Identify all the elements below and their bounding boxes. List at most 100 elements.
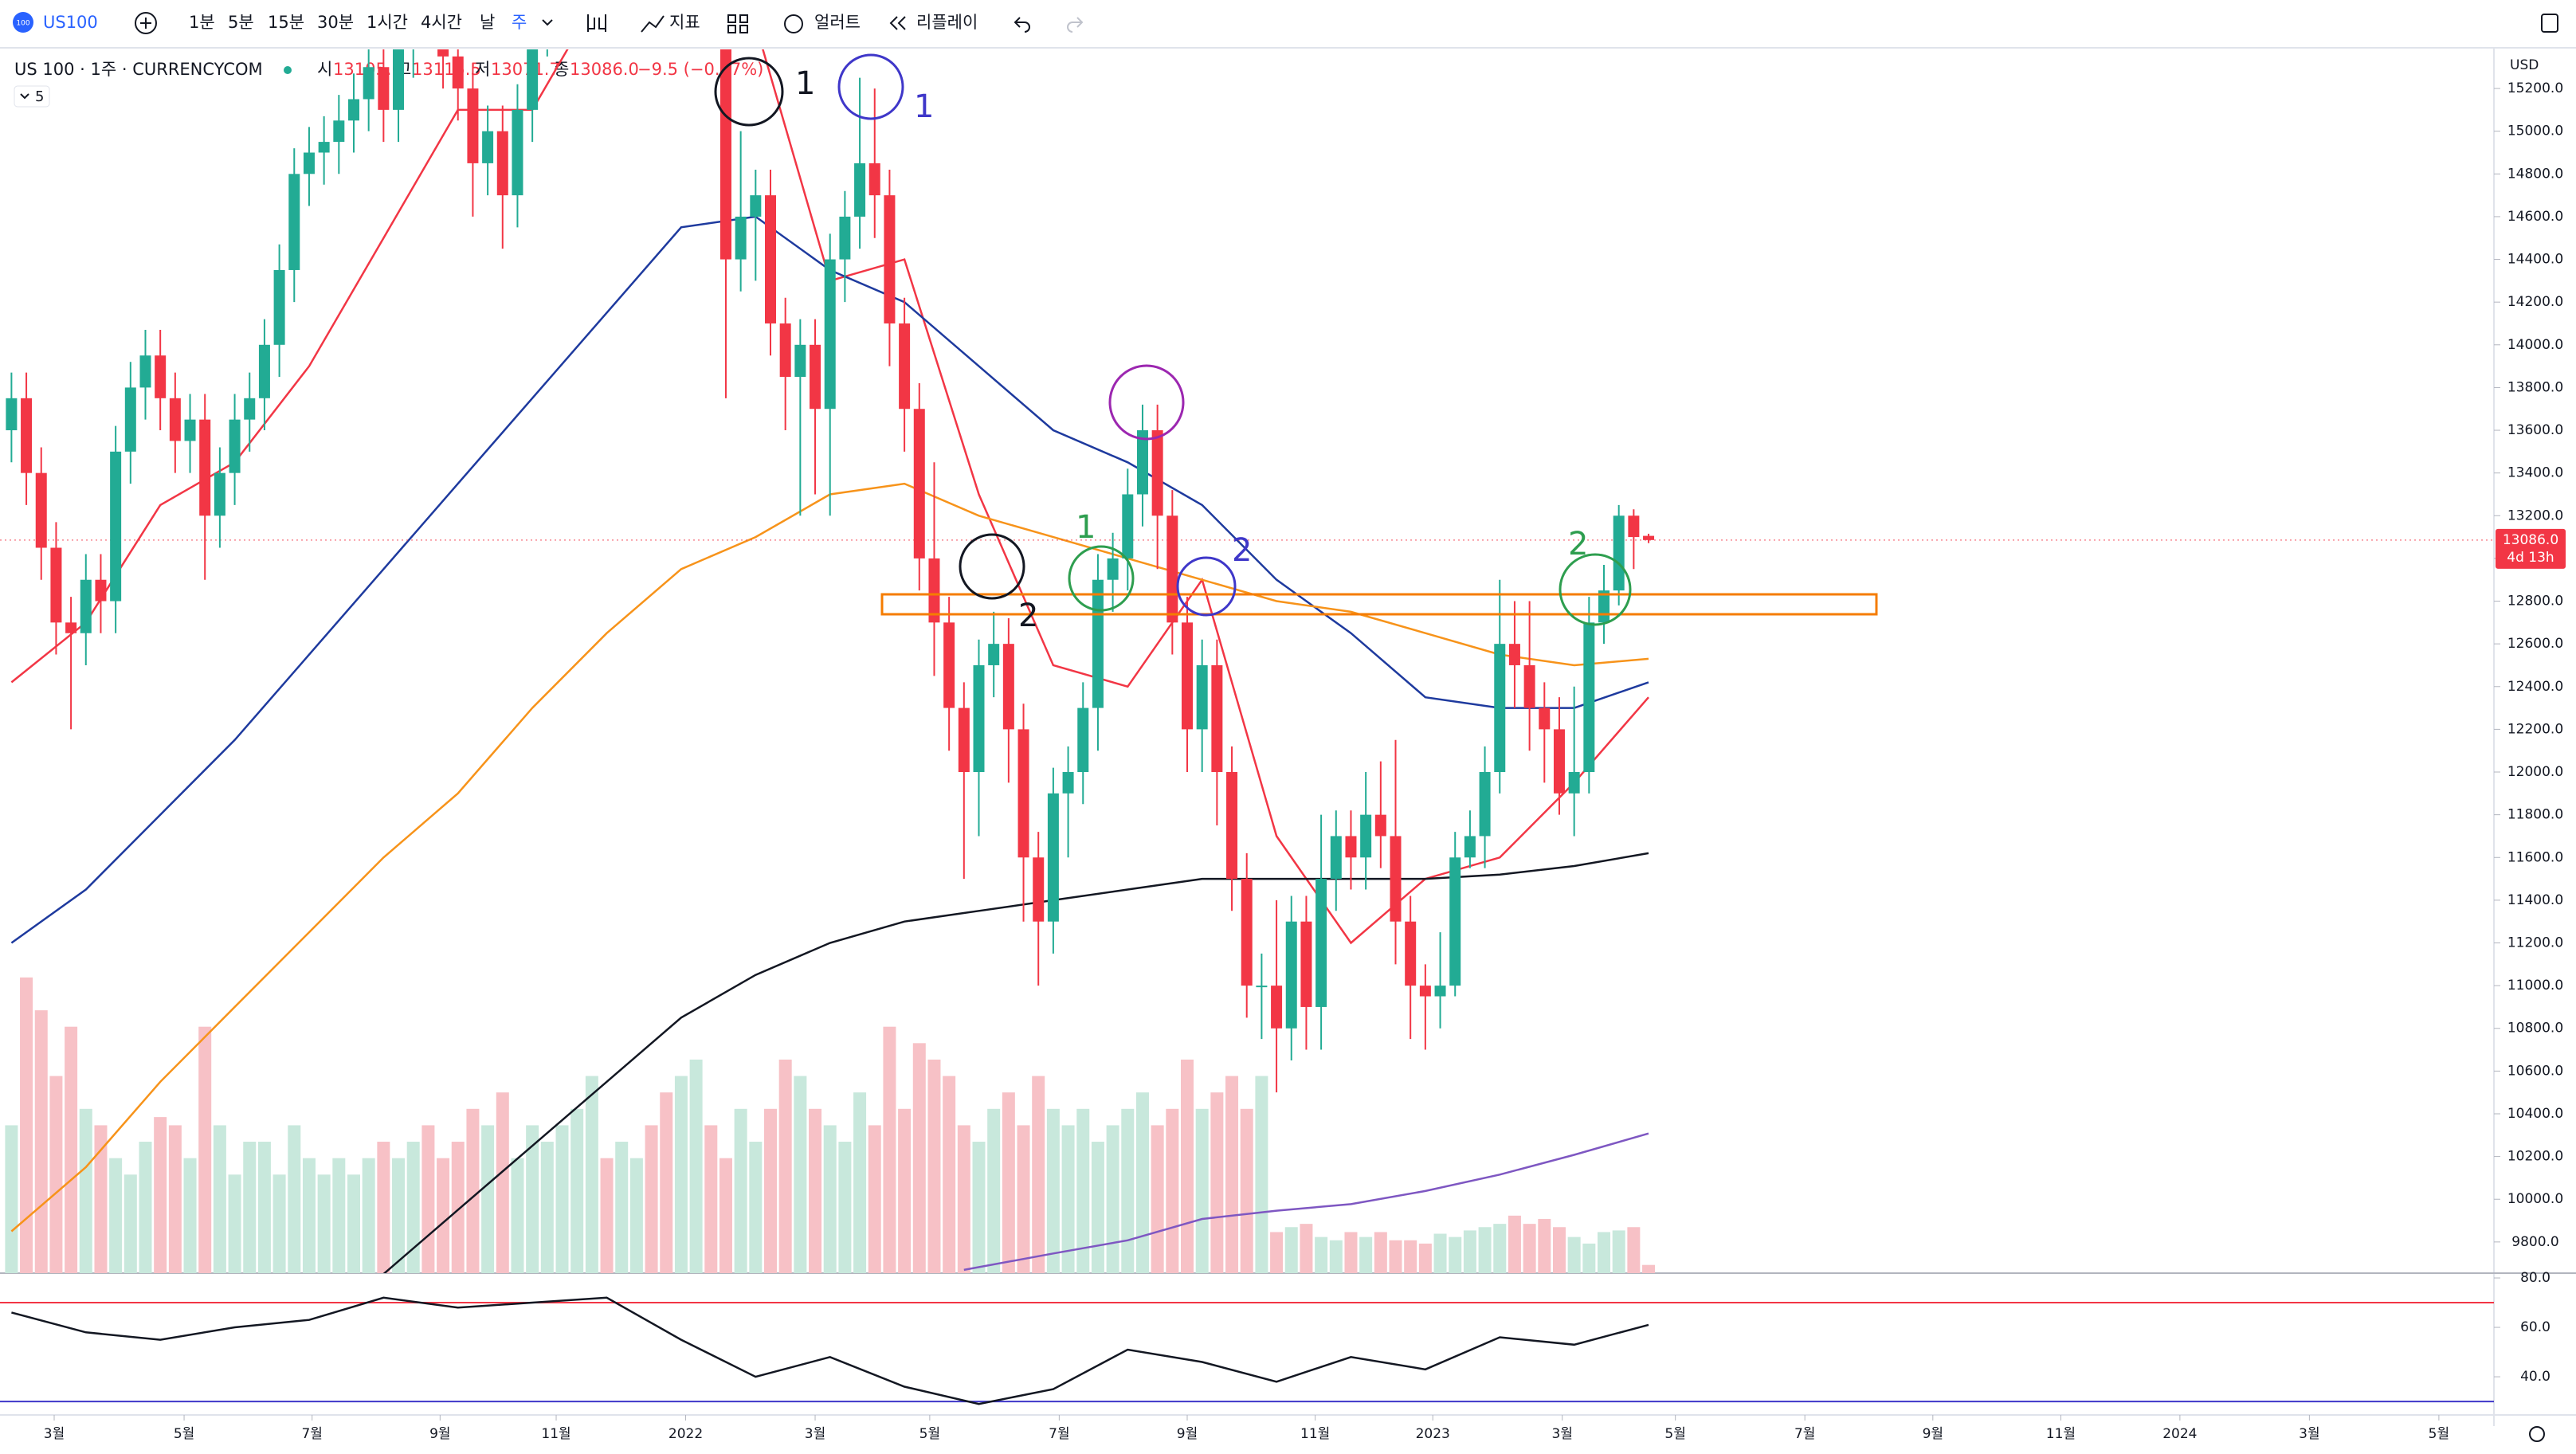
candle-body — [1360, 814, 1372, 858]
candle-body — [244, 398, 256, 420]
volume-bar — [1508, 1215, 1521, 1273]
replay-icon — [889, 16, 906, 30]
marker-label: 1 — [1076, 509, 1096, 546]
toolbar: 100 US100 1분 5분 15분 30분 1시간 4시간 날 주 지표 얼… — [13, 12, 2558, 34]
volume-bar — [1567, 1236, 1581, 1273]
y-tick-label: 13600.0 — [2507, 422, 2563, 438]
marker-label: 2 — [1018, 598, 1038, 634]
candle-body — [1345, 836, 1357, 858]
volume-bar — [511, 1158, 524, 1273]
currency[interactable]: USD — [2510, 57, 2539, 73]
volume-bar — [1151, 1125, 1164, 1273]
redo[interactable] — [1067, 17, 1084, 33]
candle-body — [65, 622, 77, 633]
x-tick-label: 9월 — [429, 1426, 450, 1442]
marker-circle — [959, 533, 1025, 600]
candle-body — [184, 419, 196, 441]
volume-bar — [987, 1108, 1001, 1273]
volume-bar — [392, 1158, 406, 1273]
candle-body — [124, 387, 136, 452]
volume-bar — [5, 1125, 18, 1273]
indicator-count: 5 — [35, 88, 44, 105]
volume-bar — [570, 1108, 584, 1273]
volume-bar — [540, 1142, 554, 1273]
volume-bar — [943, 1076, 956, 1273]
marker-circle — [1068, 545, 1135, 612]
volume-bar — [1359, 1236, 1373, 1273]
candle-body — [288, 174, 300, 270]
settings[interactable] — [2529, 1426, 2545, 1442]
candle-body — [884, 195, 896, 323]
candle-body — [913, 409, 925, 558]
candle-body — [363, 67, 374, 100]
candle-body — [1419, 986, 1431, 997]
candle-body — [452, 56, 464, 89]
replay[interactable]: 리플레이 — [916, 13, 978, 32]
candle-body — [214, 472, 225, 516]
indicator-toggle[interactable] — [14, 85, 50, 108]
candle-body — [333, 120, 345, 143]
x-tick-label: 5월 — [2429, 1426, 2449, 1442]
candle-body — [1553, 729, 1565, 794]
candle-body — [229, 419, 241, 473]
volume-bar — [1091, 1142, 1104, 1273]
interval-dropdown[interactable] — [542, 19, 553, 26]
candle-body — [928, 558, 940, 623]
interval[interactable]: 날 — [480, 13, 495, 32]
volume-bar — [1002, 1092, 1015, 1273]
add-symbol[interactable] — [135, 12, 157, 34]
interval[interactable]: 30분 — [317, 13, 354, 32]
candle-body — [199, 419, 211, 516]
candle-body — [258, 344, 270, 398]
volume-bar — [1061, 1125, 1075, 1273]
volume-bar — [645, 1125, 658, 1273]
x-tick-label: 3월 — [1551, 1426, 1572, 1442]
candle-body — [1107, 558, 1119, 580]
fullscreen[interactable] — [2541, 14, 2558, 33]
x-tick-label: 3월 — [2299, 1426, 2319, 1442]
marker-label: 2 — [1232, 532, 1252, 569]
volume-bar — [1493, 1224, 1507, 1273]
interval[interactable]: 1시간 — [367, 13, 408, 32]
candle-body — [1092, 579, 1104, 708]
volume-bar — [704, 1125, 718, 1273]
y-tick-label: 12200.0 — [2507, 721, 2563, 737]
candle-body — [437, 49, 449, 57]
y-tick-label: 10600.0 — [2507, 1063, 2563, 1079]
candle-body — [467, 88, 479, 163]
alert-icon — [784, 14, 803, 33]
symbol[interactable]: US100 — [43, 13, 98, 32]
candle-body — [1539, 707, 1551, 730]
interval[interactable]: 5분 — [228, 13, 254, 32]
volume-bar — [257, 1142, 271, 1273]
x-tick-label: 5월 — [1664, 1426, 1685, 1442]
y-tick-label: 11200.0 — [2507, 935, 2563, 951]
chart-type-icon[interactable] — [587, 14, 606, 32]
volume-bar — [660, 1092, 673, 1273]
legend-header: US 100 · 1주 · CURRENCYCOM 시 13105.6 고 13… — [14, 60, 763, 108]
interval[interactable]: 4시간 — [421, 13, 462, 32]
candle-body — [139, 355, 151, 388]
volume-ma — [963, 1132, 1649, 1272]
candle-body — [1390, 836, 1402, 922]
candle-body — [1583, 622, 1595, 773]
indicators[interactable]: 지표 — [669, 13, 700, 32]
alerts[interactable]: 얼러트 — [814, 13, 861, 32]
candle-body — [973, 664, 985, 773]
candle-body — [810, 344, 821, 410]
volume-bar — [124, 1174, 137, 1273]
volume-bar — [957, 1125, 970, 1273]
interval[interactable]: 1분 — [189, 13, 215, 32]
undo[interactable] — [1014, 17, 1030, 33]
candle-body — [719, 49, 731, 260]
candle-body — [1122, 494, 1134, 558]
interval[interactable]: 15분 — [268, 13, 304, 32]
interval-active[interactable]: 주 — [512, 13, 527, 32]
volume-bar — [168, 1125, 182, 1273]
layout-icon[interactable] — [727, 14, 748, 33]
y-tick-label: 13200.0 — [2507, 508, 2563, 523]
candle-body — [1047, 793, 1059, 922]
volume-bar — [600, 1158, 614, 1273]
x-tick-label: 5월 — [919, 1426, 940, 1442]
x-tick-label: 2023 — [1416, 1426, 1450, 1442]
